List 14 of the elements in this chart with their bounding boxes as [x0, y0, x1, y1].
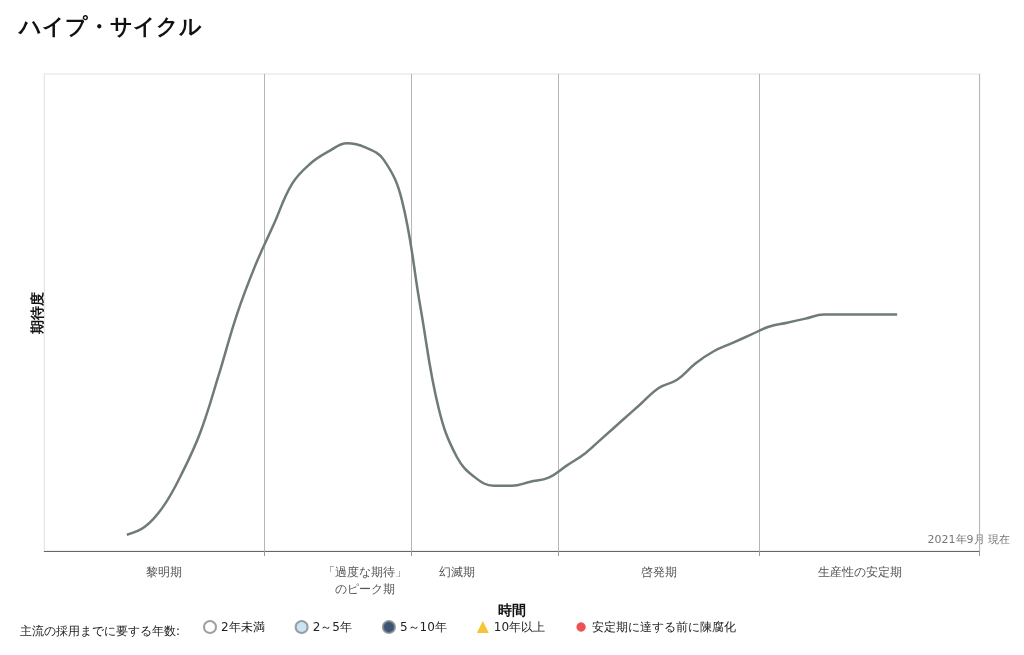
- x-tick-label: 幻滅期: [438, 564, 475, 579]
- legend-label: 2年未満: [221, 620, 265, 634]
- legend-label: 5～10年: [399, 620, 447, 634]
- x-axis-title: 時間: [498, 602, 526, 618]
- legend-label: 2～5年: [312, 620, 352, 634]
- y-axis-title: 期待度: [29, 291, 46, 335]
- legend-label: 安定期に達する前に陳腐化: [592, 620, 737, 634]
- legend-label: 10年以上: [493, 620, 546, 634]
- x-tick-label: 生産性の安定期: [818, 564, 903, 579]
- x-tick-label: 啓発期: [640, 564, 677, 579]
- x-tick-label: 「過度な期待」のピーク期: [323, 564, 408, 596]
- chart-title: ハイプ・サイクル: [17, 13, 202, 39]
- legend-title: 主流の採用までに要する年数:: [20, 624, 181, 638]
- x-tick-label: 黎明期: [145, 564, 182, 579]
